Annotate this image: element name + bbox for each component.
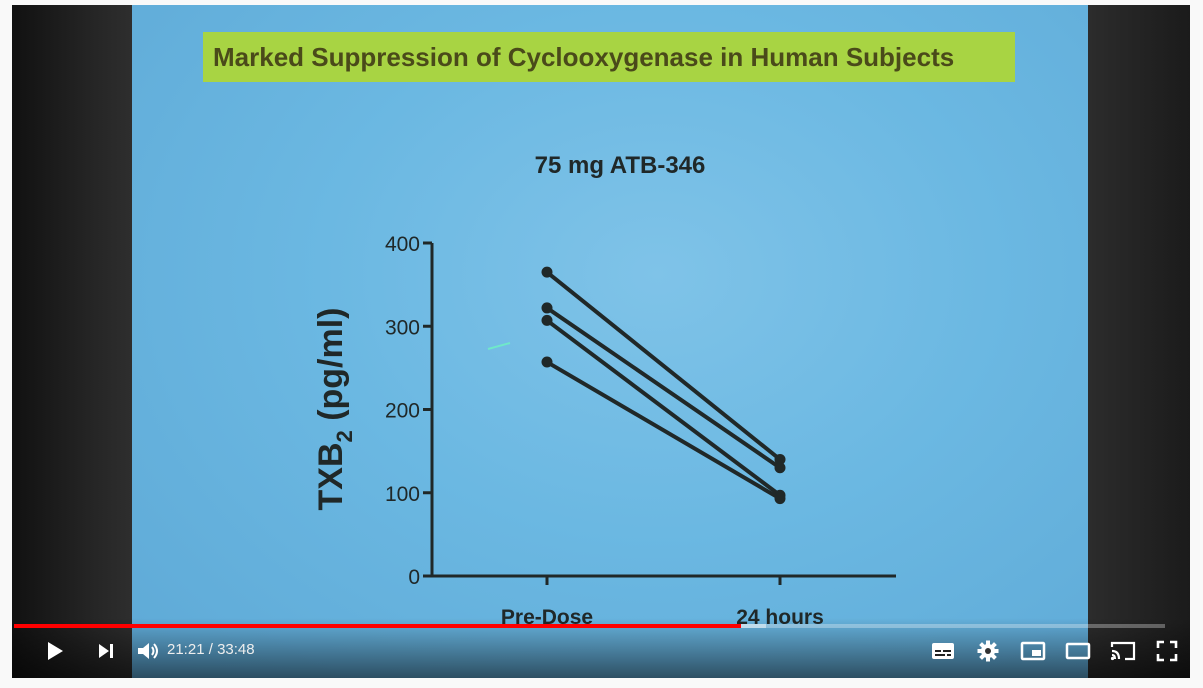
video-dark-right	[1088, 5, 1190, 678]
fullscreen-icon	[1156, 640, 1178, 662]
current-time: 21:21	[167, 641, 205, 658]
series-2	[541, 302, 786, 474]
miniplayer-icon	[1020, 641, 1046, 661]
line-chart: 75 mg ATB-346 TXB2 (pg/ml) 0 100 200 300 400…	[312, 152, 896, 629]
fullscreen-button[interactable]	[1152, 637, 1182, 665]
data-point	[541, 266, 553, 278]
settings-button[interactable]	[973, 637, 1003, 665]
series-group	[541, 266, 786, 505]
y-axis-label-subscript: 2	[332, 430, 357, 442]
data-point	[541, 302, 553, 314]
series-line	[545, 360, 782, 501]
video-player[interactable]: Marked Suppression of Cyclooxygenase in …	[12, 5, 1190, 678]
volume-icon	[138, 643, 158, 659]
laser-pointer-mark	[487, 342, 511, 350]
y-axis-label-main: TXB	[312, 443, 350, 511]
cast-button[interactable]	[1107, 637, 1139, 665]
play-icon	[48, 642, 63, 660]
volume-button[interactable]	[135, 637, 163, 665]
y-tick-label: 100	[385, 483, 420, 506]
theater-icon	[1065, 642, 1091, 660]
video-dark-left	[12, 5, 132, 678]
y-axis-ticks: 0 100 200 300 400	[385, 233, 432, 589]
play-button[interactable]	[40, 637, 70, 665]
y-tick-label: 200	[385, 400, 420, 423]
y-axis-label: TXB2 (pg/ml)	[312, 307, 357, 510]
slide-title-box: Marked Suppression of Cyclooxygenase in …	[203, 32, 1015, 82]
series-line	[545, 270, 782, 462]
miniplayer-button[interactable]	[1017, 637, 1049, 665]
series-line	[545, 306, 782, 470]
y-tick-label: 300	[385, 316, 420, 339]
data-point	[774, 453, 786, 465]
time-display: 21:21 / 33:48	[167, 641, 255, 658]
subtitles-icon	[932, 643, 954, 659]
series-line	[545, 318, 782, 497]
series-4	[541, 356, 786, 505]
subtitles-button[interactable]	[928, 637, 958, 665]
slide-title: Marked Suppression of Cyclooxygenase in …	[213, 42, 955, 72]
chart-title: 75 mg ATB-346	[535, 152, 706, 179]
data-point	[541, 314, 553, 326]
y-axis-label-unit: (pg/ml)	[312, 307, 350, 430]
next-icon	[99, 644, 113, 658]
duration: 33:48	[217, 641, 255, 658]
series-1	[541, 266, 786, 465]
series-3	[541, 314, 786, 501]
data-point	[774, 462, 786, 474]
video-frame-slide: Marked Suppression of Cyclooxygenase in …	[132, 5, 1088, 678]
next-button[interactable]	[92, 637, 120, 665]
theater-mode-button[interactable]	[1062, 637, 1094, 665]
data-point	[774, 493, 786, 505]
data-point	[541, 356, 553, 368]
y-tick-label: 400	[385, 233, 420, 256]
progress-bar[interactable]	[14, 624, 1165, 628]
time-separator: /	[204, 641, 218, 658]
gear-icon	[977, 640, 999, 662]
cast-icon	[1110, 641, 1136, 661]
progress-played	[14, 624, 741, 628]
y-tick-label: 0	[408, 566, 420, 589]
